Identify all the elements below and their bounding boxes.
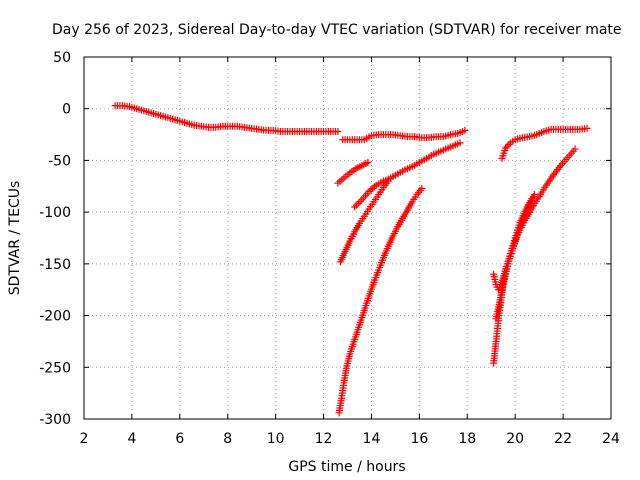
x-tick-label: 22: [554, 431, 572, 447]
y-tick-label: 50: [53, 50, 71, 66]
data-point: [461, 126, 469, 134]
data-point: [530, 191, 538, 199]
series-arc-8: [492, 145, 579, 323]
data-point: [356, 198, 364, 206]
x-tick-label: 12: [315, 431, 333, 447]
data-point: [384, 177, 392, 185]
y-tick-label: -50: [48, 153, 71, 169]
grid: [84, 57, 611, 419]
series-arc-10: [490, 195, 536, 294]
x-tick-label: 10: [267, 431, 285, 447]
x-tick-label: 20: [506, 431, 524, 447]
y-tick-label: -300: [39, 412, 71, 428]
y-tick-label: 0: [62, 102, 71, 118]
plot-frame: [83, 56, 612, 420]
x-tick-label: 24: [602, 431, 620, 447]
data-point: [367, 186, 375, 194]
y-tick-label: -100: [39, 205, 71, 221]
x-tick-label: 16: [410, 431, 428, 447]
chart-title: Day 256 of 2023, Sidereal Day-to-day VTE…: [52, 22, 622, 38]
series-arc-5: [336, 177, 392, 266]
x-tick-label: 8: [223, 431, 232, 447]
data-point: [583, 124, 591, 132]
series-arc-4: [351, 139, 464, 211]
y-tick-label: -250: [39, 360, 71, 376]
data-point: [364, 158, 372, 166]
data-point: [503, 142, 511, 150]
series-arc-1: [111, 102, 342, 135]
x-axis-label: GPS time / hours: [288, 459, 405, 475]
axis-ticks: 2 4 6 8 10 12 14 16 18 20 22 24500-50-100-150-200-2…: [39, 50, 620, 447]
y-tick-label: -200: [39, 309, 71, 325]
data-marks: [111, 102, 591, 417]
data-point: [352, 201, 360, 209]
series-arc-3: [334, 158, 372, 187]
data-point: [571, 145, 579, 153]
x-tick-label: 4: [127, 431, 136, 447]
data-point: [502, 144, 510, 152]
x-tick-label: 14: [363, 431, 381, 447]
data-point: [351, 203, 359, 211]
series-arc-2: [339, 126, 469, 144]
series-arc-7: [498, 124, 591, 162]
data-point: [334, 127, 342, 135]
data-point: [505, 141, 513, 149]
y-tick-label: -150: [39, 257, 71, 273]
x-tick-label: 2: [80, 431, 89, 447]
x-tick-label: 18: [458, 431, 476, 447]
data-point: [369, 184, 377, 192]
x-tick-label: 6: [175, 431, 184, 447]
data-point: [418, 184, 426, 192]
data-point: [528, 195, 536, 203]
data-point: [354, 199, 362, 207]
y-axis-label: SDTVAR / TECUs: [7, 181, 23, 296]
series-arc-6: [335, 184, 426, 417]
data-point: [456, 139, 464, 147]
